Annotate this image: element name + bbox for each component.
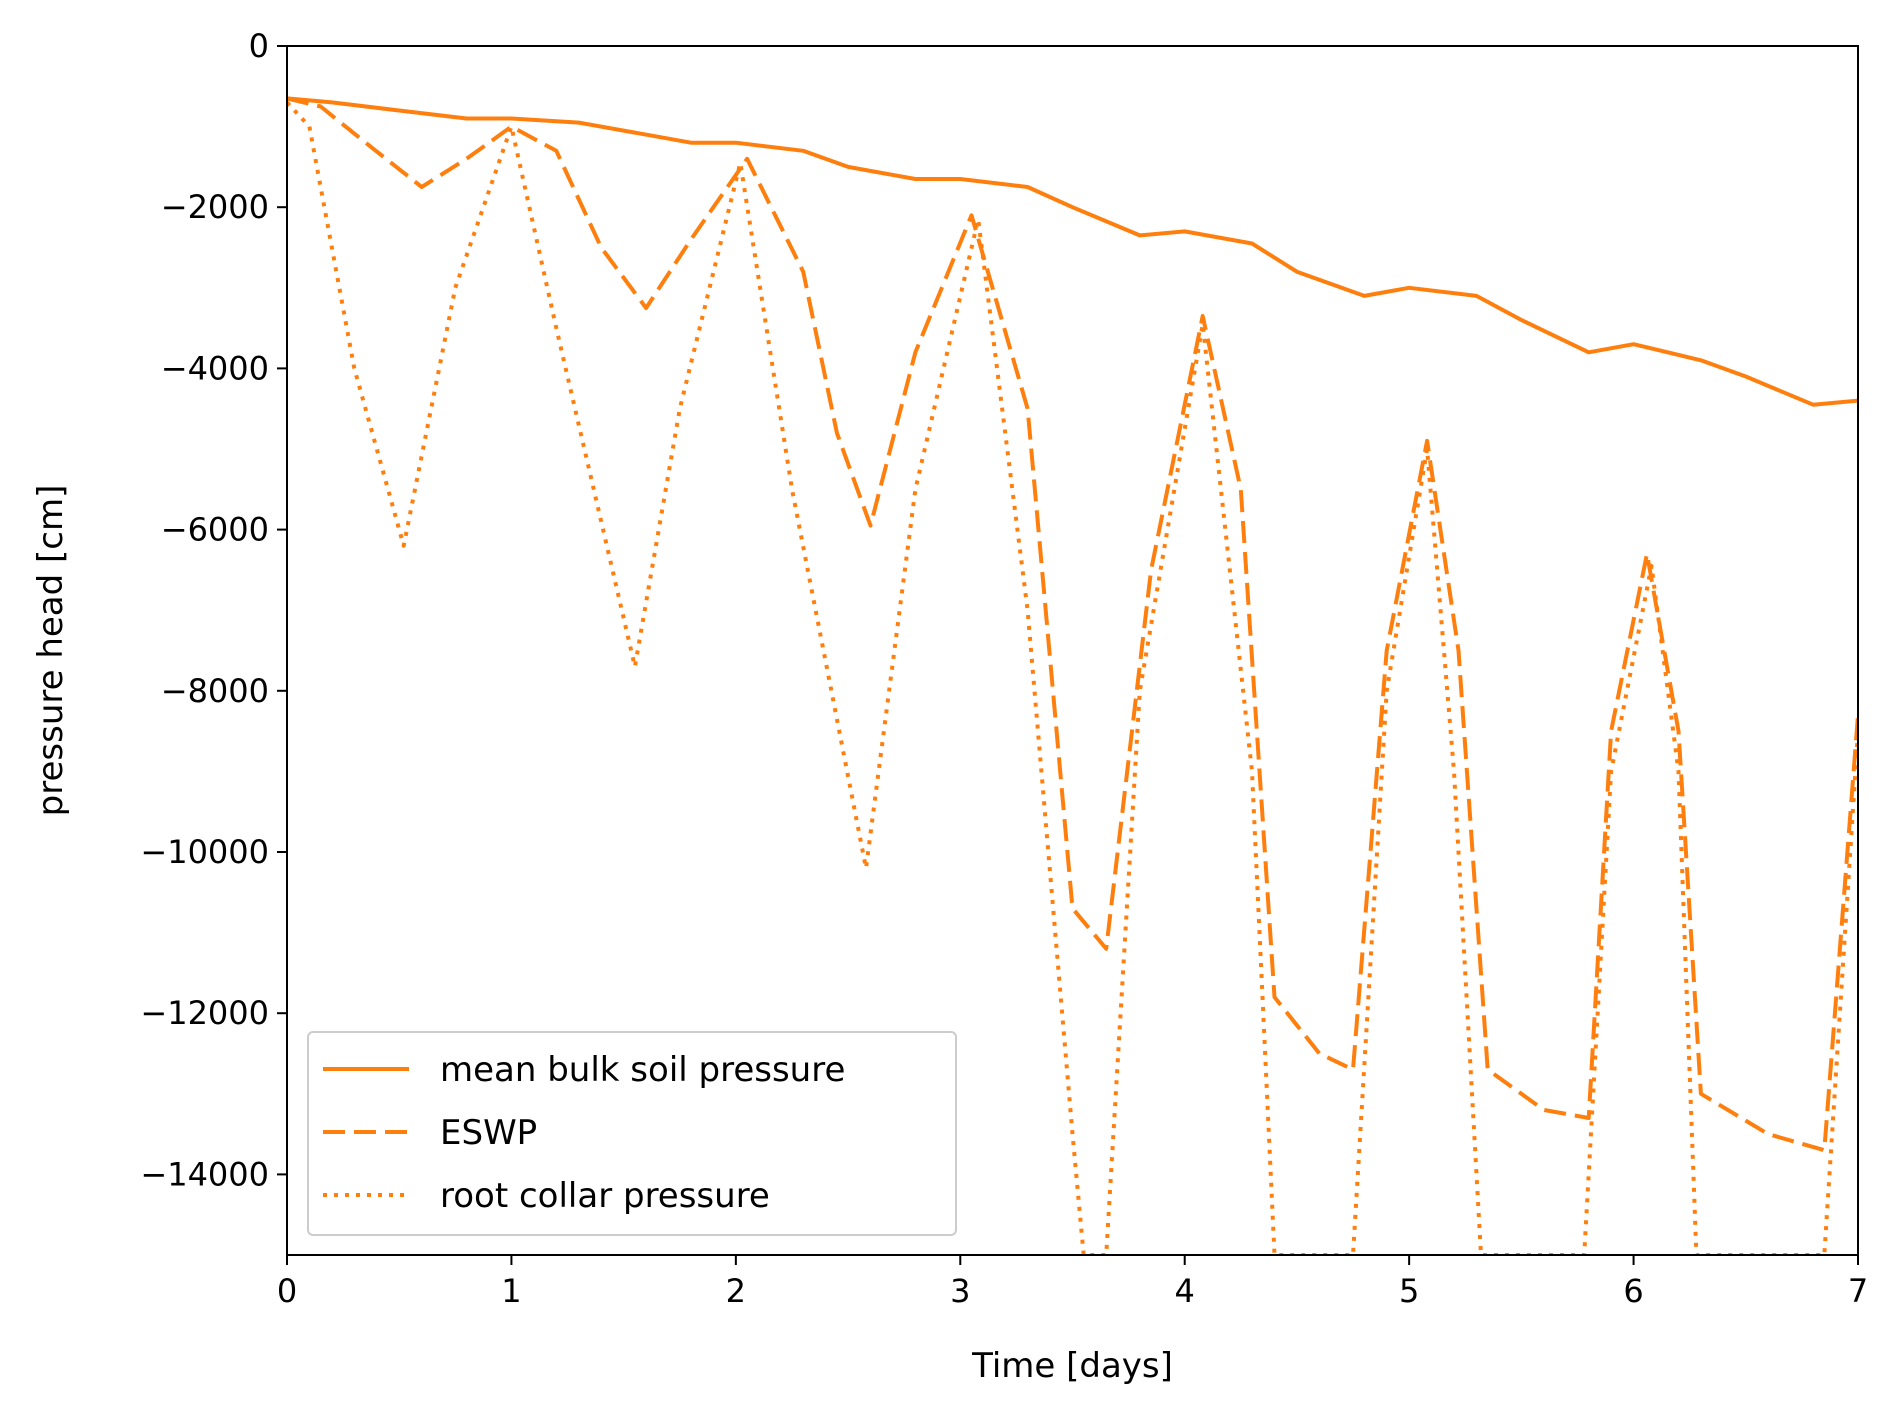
series-2-line xyxy=(287,101,1858,1255)
x-tick-label: 5 xyxy=(1399,1272,1419,1310)
y-tick-label: −14000 xyxy=(140,1155,269,1193)
x-tick-label: 1 xyxy=(501,1272,521,1310)
x-tick-label: 0 xyxy=(277,1272,297,1310)
y-tick-label: −4000 xyxy=(161,349,269,387)
x-axis-label: Time [days] xyxy=(971,1346,1173,1386)
x-tick-label: 7 xyxy=(1848,1272,1868,1310)
y-tick-label: −12000 xyxy=(140,994,269,1032)
x-tick-label: 4 xyxy=(1175,1272,1195,1310)
y-tick-label: −2000 xyxy=(161,188,269,226)
y-tick-label: −6000 xyxy=(161,511,269,549)
x-tick-label: 2 xyxy=(726,1272,746,1310)
y-axis: 0 −2000 −4000 −6000 −8000 −10000 −12000 −14000 xyxy=(140,27,287,1193)
legend-entries: mean bulk soil pressure ESWP root collar p… xyxy=(323,1050,845,1216)
series-0-line xyxy=(287,96,1858,407)
legend-label-2: root collar pressure xyxy=(440,1176,770,1216)
y-tick-label: 0 xyxy=(249,27,269,65)
legend-box xyxy=(307,1031,957,1236)
y-tick-label: −10000 xyxy=(140,833,269,871)
x-axis: 0 1 2 3 4 5 6 7 xyxy=(277,1255,1868,1310)
legend-label-0: mean bulk soil pressure xyxy=(440,1050,845,1090)
legend-label-1: ESWP xyxy=(440,1113,537,1153)
plot-frame xyxy=(286,45,1859,1256)
x-tick-label: 3 xyxy=(950,1272,970,1310)
y-tick-label: −8000 xyxy=(161,672,269,710)
y-axis-label: pressure head [cm] xyxy=(31,485,71,817)
legend: mean bulk soil pressure ESWP root collar p… xyxy=(307,1031,957,1236)
series-layer xyxy=(287,96,1858,1255)
x-tick-label: 6 xyxy=(1623,1272,1643,1310)
